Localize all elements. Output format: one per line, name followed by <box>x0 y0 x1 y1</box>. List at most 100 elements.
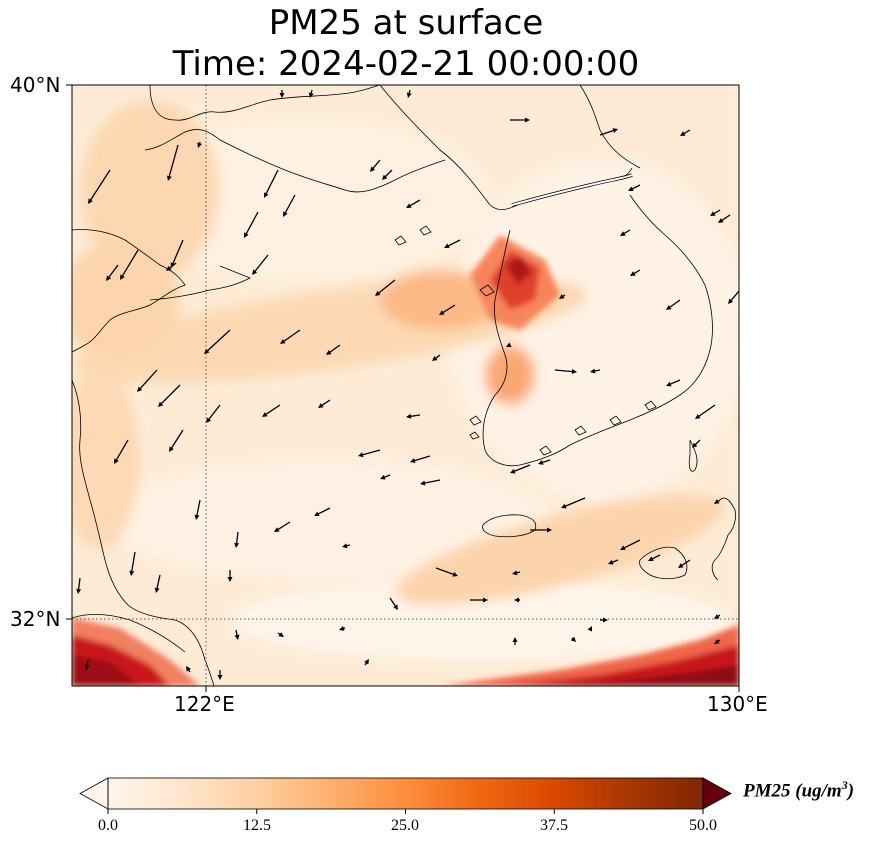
wind-arrow-head <box>608 559 614 565</box>
wind-arrow-head <box>274 527 280 532</box>
wind-arrow-head <box>339 626 345 631</box>
wind-arrow-shaft <box>697 404 716 418</box>
wind-arrow-head <box>590 368 596 374</box>
wind-arrow-head <box>234 634 240 640</box>
wind-arrow-head <box>318 403 324 408</box>
wind-arrow-shaft <box>159 384 181 406</box>
wind-arrow-shaft <box>114 439 129 462</box>
wind-arrow-head <box>406 413 412 419</box>
wind-arrow-head <box>358 452 364 458</box>
wind-arrow-head <box>406 203 412 208</box>
wind-arrow-shaft <box>282 329 301 343</box>
wind-arrow-shaft <box>130 551 136 574</box>
wind-arrow-shaft <box>283 194 296 215</box>
wind-arrow-head <box>264 192 269 198</box>
wind-arrow-shaft <box>316 507 331 516</box>
wind-arrow-head <box>393 604 398 610</box>
wind-arrow-head <box>206 417 212 423</box>
wind-arrow-shaft <box>446 239 461 248</box>
wind-arrow-head <box>483 597 488 603</box>
colorbar-extend-min <box>79 777 109 810</box>
wind-arrow-head <box>620 231 626 236</box>
wind-arrow-shaft <box>412 455 431 462</box>
wind-arrow-head <box>559 294 565 299</box>
map-frame <box>71 84 740 687</box>
wind-arrow-head <box>217 675 223 680</box>
colorbar-title-sup: 3 <box>841 778 848 792</box>
wind-arrow-head <box>439 310 445 315</box>
wind-arrow-shaft <box>422 479 441 485</box>
wind-arrow-shaft <box>156 574 161 591</box>
map-title-line1: PM25 at surface <box>268 3 544 43</box>
wind-arrow-head <box>326 350 332 355</box>
wind-arrow-head <box>630 271 636 276</box>
wind-arrow-head <box>154 587 160 593</box>
wind-arrow-head <box>692 442 698 448</box>
wind-arrow-head <box>587 626 592 632</box>
wind-arrow-shaft <box>729 290 739 303</box>
wind-arrow-shaft <box>441 304 456 314</box>
wind-arrow-shaft <box>253 254 269 274</box>
wind-arrow-head <box>106 275 111 281</box>
colorbar <box>79 777 732 814</box>
wind-arrow-head <box>279 93 285 98</box>
wind-arrow-head <box>227 577 233 582</box>
colorbar-tick-1: 12.5 <box>243 817 271 834</box>
wind-arrow-head <box>666 305 672 310</box>
wind-arrow-head <box>380 474 386 480</box>
wind-arrow-shaft <box>264 169 279 196</box>
wind-arrow-head <box>137 386 143 392</box>
wind-arrow-head <box>166 175 172 181</box>
wind-arrow-head <box>234 542 240 548</box>
colorbar-title-text: PM25 (ug/m <box>743 780 842 802</box>
wind-arrow-head <box>525 117 530 123</box>
wind-arrow-head <box>158 401 164 407</box>
colorbar-tick-4: 50.0 <box>689 817 717 834</box>
wind-arrow-shaft <box>89 169 111 202</box>
wind-arrow-head <box>510 468 516 474</box>
wind-arrow-head <box>561 503 567 509</box>
lat-tick-40n: 40°N <box>10 73 61 97</box>
colorbar-title: PM25 (ug/m3) <box>743 778 854 802</box>
wind-arrow-shaft <box>171 239 184 266</box>
wind-arrow-head <box>603 617 608 623</box>
wind-arrow-shaft <box>207 404 221 422</box>
wind-arrow-shaft <box>138 369 158 391</box>
wind-arrow-shaft <box>668 379 681 386</box>
lon-tick-130e: 130°E <box>707 692 768 716</box>
wind-arrow-shaft <box>195 499 201 518</box>
wind-arrow-head <box>452 571 458 577</box>
wind-arrow-shaft <box>376 279 396 295</box>
wind-arrow-shaft <box>120 249 139 278</box>
wind-vectors <box>72 89 739 680</box>
wind-arrow-head <box>382 174 388 180</box>
wind-arrow-head <box>648 556 654 561</box>
wind-arrow-head <box>120 274 125 280</box>
wind-arrow-shaft <box>244 211 259 236</box>
wind-arrow-head <box>444 243 450 248</box>
wind-arrow-shaft <box>264 404 281 416</box>
wind-arrow-shaft <box>435 567 456 576</box>
wind-arrow-head <box>72 156 73 157</box>
colorbar-tick-0: 0.0 <box>98 817 118 834</box>
wind-arrow-head <box>370 166 376 172</box>
wind-arrow-shaft <box>599 129 616 136</box>
map-title-line2: Time: 2024-02-21 00:00:00 <box>172 44 640 84</box>
wind-arrow-shaft <box>622 539 641 550</box>
colorbar-tick-3: 37.5 <box>540 817 568 834</box>
wind-arrow-shaft <box>668 299 681 309</box>
wind-arrow-shaft <box>408 199 421 208</box>
wind-arrow-head <box>628 186 634 191</box>
wind-arrow-shaft <box>512 464 531 473</box>
wind-arrow-head <box>114 458 119 464</box>
wind-arrow-shaft <box>563 497 586 508</box>
colorbar-tick-2: 25.0 <box>391 817 419 834</box>
wind-arrow-head <box>406 92 412 98</box>
wind-arrow-head <box>364 659 369 665</box>
colorbar-gradient <box>108 778 703 809</box>
wind-arrow-head <box>714 639 720 644</box>
wind-arrow-head <box>375 290 381 296</box>
wind-arrow-shaft <box>328 344 341 354</box>
wind-arrow-head <box>512 570 518 576</box>
